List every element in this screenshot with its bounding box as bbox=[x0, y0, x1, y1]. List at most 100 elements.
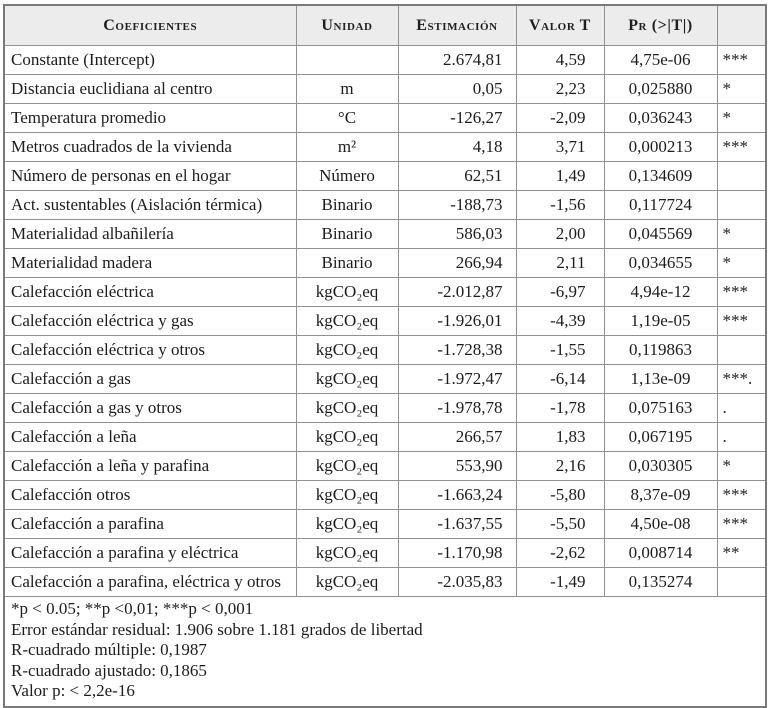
header-estimacion: Estimación bbox=[397, 4, 517, 46]
cell-pr: 0,036243 bbox=[603, 103, 718, 133]
cell-pr: 1,13e-09 bbox=[603, 364, 718, 394]
header-row: Coeficientes Unidad Estimación Valor T P… bbox=[3, 4, 767, 46]
cell-significancia: * bbox=[716, 103, 767, 133]
cell-valor-t: 2,11 bbox=[515, 248, 605, 278]
cell-pr: 0,025880 bbox=[603, 74, 718, 104]
table-row: Calefacción eléctrica y otros kgCO₂eq -1… bbox=[3, 335, 767, 365]
cell-pr: 0,030305 bbox=[603, 451, 718, 481]
table-row: Calefacción otros kgCO₂eq -1.663,24 -5,8… bbox=[3, 480, 767, 510]
cell-estimacion: -188,73 bbox=[397, 190, 517, 220]
cell-estimacion: -2.035,83 bbox=[397, 567, 517, 597]
table-row: Materialidad albañilería Binario 586,03 … bbox=[3, 219, 767, 249]
table-row: Distancia euclidiana al centro m 0,05 2,… bbox=[3, 74, 767, 104]
cell-coeficiente: Calefacción a parafina bbox=[3, 509, 297, 539]
cell-valor-t: -5,50 bbox=[515, 509, 605, 539]
header-unidad: Unidad bbox=[295, 4, 399, 46]
cell-unidad: kgCO₂eq bbox=[295, 480, 399, 510]
cell-estimacion: -1.926,01 bbox=[397, 306, 517, 336]
cell-pr: 8,37e-09 bbox=[603, 480, 718, 510]
table-body: Constante (Intercept) 2.674,81 4,59 4,75… bbox=[3, 45, 767, 597]
cell-unidad: kgCO₂eq bbox=[295, 509, 399, 539]
table-row: Calefacción a parafina y eléctrica kgCO₂… bbox=[3, 538, 767, 568]
cell-pr: 0,134609 bbox=[603, 161, 718, 191]
cell-coeficiente: Temperatura promedio bbox=[3, 103, 297, 133]
cell-significancia: . bbox=[716, 393, 767, 423]
note-significance-codes: *p < 0.05; **p <0,01; ***p < 0,001 bbox=[11, 599, 254, 618]
cell-coeficiente: Metros cuadrados de la vivienda bbox=[3, 132, 297, 162]
cell-estimacion: 266,94 bbox=[397, 248, 517, 278]
cell-unidad: kgCO₂eq bbox=[295, 335, 399, 365]
table-row: Calefacción a parafina, eléctrica y otro… bbox=[3, 567, 767, 597]
cell-unidad: kgCO₂eq bbox=[295, 451, 399, 481]
cell-valor-t: 2,23 bbox=[515, 74, 605, 104]
cell-pr: 0,135274 bbox=[603, 567, 718, 597]
cell-estimacion: -1.728,38 bbox=[397, 335, 517, 365]
cell-significancia: ** bbox=[716, 538, 767, 568]
table-header: Coeficientes Unidad Estimación Valor T P… bbox=[3, 4, 767, 46]
cell-coeficiente: Calefacción a gas y otros bbox=[3, 393, 297, 423]
cell-coeficiente: Materialidad albañilería bbox=[3, 219, 297, 249]
cell-valor-t: -1,55 bbox=[515, 335, 605, 365]
cell-pr: 0,034655 bbox=[603, 248, 718, 278]
cell-estimacion: -2.012,87 bbox=[397, 277, 517, 307]
cell-valor-t: -1,78 bbox=[515, 393, 605, 423]
header-significancia bbox=[716, 4, 767, 46]
cell-significancia: ***. bbox=[716, 364, 767, 394]
cell-unidad: m² bbox=[295, 132, 399, 162]
cell-unidad: kgCO₂eq bbox=[295, 567, 399, 597]
cell-estimacion: 586,03 bbox=[397, 219, 517, 249]
cell-estimacion: 62,51 bbox=[397, 161, 517, 191]
cell-valor-t: 1,49 bbox=[515, 161, 605, 191]
cell-significancia bbox=[716, 190, 767, 220]
cell-pr: 0,008714 bbox=[603, 538, 718, 568]
cell-coeficiente: Calefacción otros bbox=[3, 480, 297, 510]
table-row: Metros cuadrados de la vivienda m² 4,18 … bbox=[3, 132, 767, 162]
table-row: Act. sustentables (Aislación térmica) Bi… bbox=[3, 190, 767, 220]
cell-pr: 1,19e-05 bbox=[603, 306, 718, 336]
model-notes: *p < 0.05; **p <0,01; ***p < 0,001 Error… bbox=[3, 596, 767, 707]
note-p-value: Valor p: < 2,2e-16 bbox=[11, 681, 135, 700]
cell-unidad: kgCO₂eq bbox=[295, 422, 399, 452]
cell-coeficiente: Materialidad madera bbox=[3, 248, 297, 278]
cell-valor-t: -6,97 bbox=[515, 277, 605, 307]
table-footer: *p < 0.05; **p <0,01; ***p < 0,001 Error… bbox=[3, 596, 767, 707]
cell-coeficiente: Calefacción eléctrica y gas bbox=[3, 306, 297, 336]
header-pr: Pr (>|T|) bbox=[603, 4, 718, 46]
cell-valor-t: 2,00 bbox=[515, 219, 605, 249]
cell-unidad: Binario bbox=[295, 219, 399, 249]
cell-pr: 0,000213 bbox=[603, 132, 718, 162]
cell-significancia bbox=[716, 567, 767, 597]
cell-coeficiente: Calefacción eléctrica bbox=[3, 277, 297, 307]
cell-significancia: *** bbox=[716, 45, 767, 75]
cell-estimacion: -1.978,78 bbox=[397, 393, 517, 423]
table-row: Calefacción a leña kgCO₂eq 266,57 1,83 0… bbox=[3, 422, 767, 452]
table-row: Calefacción a gas kgCO₂eq -1.972,47 -6,1… bbox=[3, 364, 767, 394]
cell-significancia: *** bbox=[716, 509, 767, 539]
notes-row: *p < 0.05; **p <0,01; ***p < 0,001 Error… bbox=[3, 596, 767, 707]
cell-valor-t: -1,56 bbox=[515, 190, 605, 220]
cell-unidad: m bbox=[295, 74, 399, 104]
cell-estimacion: -1.663,24 bbox=[397, 480, 517, 510]
cell-valor-t: 2,16 bbox=[515, 451, 605, 481]
cell-coeficiente: Calefacción a parafina y eléctrica bbox=[3, 538, 297, 568]
table-row: Constante (Intercept) 2.674,81 4,59 4,75… bbox=[3, 45, 767, 75]
regression-table-container: Coeficientes Unidad Estimación Valor T P… bbox=[3, 4, 767, 708]
table-row: Calefacción a leña y parafina kgCO₂eq 55… bbox=[3, 451, 767, 481]
cell-unidad bbox=[295, 45, 399, 75]
cell-coeficiente: Calefacción a leña y parafina bbox=[3, 451, 297, 481]
table-row: Temperatura promedio °C -126,27 -2,09 0,… bbox=[3, 103, 767, 133]
cell-coeficiente: Distancia euclidiana al centro bbox=[3, 74, 297, 104]
cell-valor-t: -5,80 bbox=[515, 480, 605, 510]
cell-coeficiente: Calefacción a parafina, eléctrica y otro… bbox=[3, 567, 297, 597]
cell-estimacion: -126,27 bbox=[397, 103, 517, 133]
cell-valor-t: 4,59 bbox=[515, 45, 605, 75]
cell-significancia: . bbox=[716, 422, 767, 452]
cell-valor-t: -4,39 bbox=[515, 306, 605, 336]
cell-coeficiente: Calefacción a leña bbox=[3, 422, 297, 452]
cell-significancia bbox=[716, 161, 767, 191]
cell-significancia: * bbox=[716, 248, 767, 278]
cell-pr: 4,94e-12 bbox=[603, 277, 718, 307]
cell-estimacion: 4,18 bbox=[397, 132, 517, 162]
cell-unidad: kgCO₂eq bbox=[295, 306, 399, 336]
cell-valor-t: 1,83 bbox=[515, 422, 605, 452]
